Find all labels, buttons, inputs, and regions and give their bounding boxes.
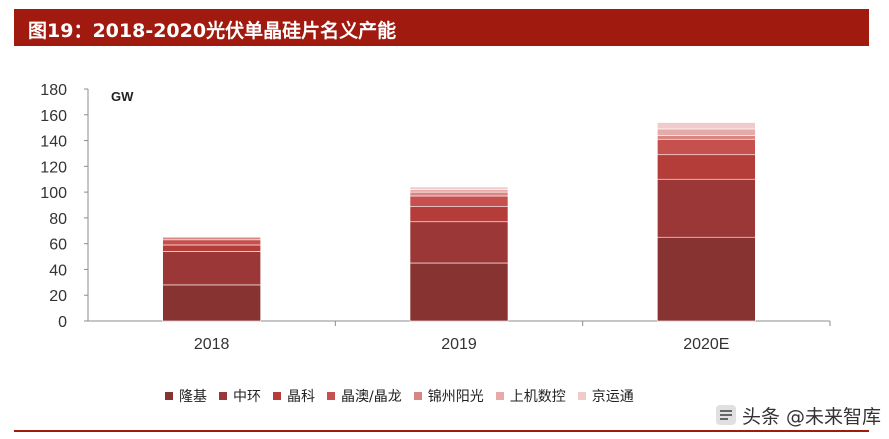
legend-swatch — [165, 392, 173, 400]
legend-label: 晶澳/晶龙 — [341, 389, 402, 405]
bar-segment — [657, 178, 756, 238]
y-tick-label: 160 — [40, 108, 67, 125]
legend-label: 上机数控 — [509, 389, 566, 405]
watermark: 头条 @未来智库 — [714, 400, 881, 430]
legend-label: 隆基 — [179, 389, 207, 405]
legend-item: 京运通 — [577, 386, 634, 406]
y-tick-label: 140 — [40, 134, 67, 151]
legend-label: 晶科 — [287, 389, 315, 405]
bar-segment — [657, 138, 756, 156]
bar-segment — [657, 128, 756, 136]
y-tick-label: 60 — [49, 237, 67, 254]
bar-segment — [657, 154, 756, 180]
legend-item: 中环 — [219, 386, 261, 406]
bar-segment — [409, 189, 509, 193]
y-tick-label: 120 — [40, 159, 67, 176]
bar-segment — [409, 205, 509, 223]
legend-item: 上机数控 — [495, 386, 566, 406]
bar-segment — [162, 239, 261, 246]
legend-label: 京运通 — [591, 389, 634, 405]
legend-swatch — [273, 392, 281, 400]
y-tick-label: 100 — [40, 185, 67, 202]
x-tick-label: 2020E — [683, 336, 729, 353]
bar-segment — [162, 284, 261, 322]
bar-segment — [162, 251, 261, 286]
bar-segment — [657, 135, 756, 140]
y-tick-label: 180 — [40, 82, 67, 99]
legend-item: 锦州阳光 — [413, 386, 484, 406]
bottom-rule — [14, 430, 869, 432]
watermark-text: 头条 @未来智库 — [742, 405, 882, 428]
chart-title: 图19：2018-2020光伏单晶硅片名义产能 — [28, 20, 397, 42]
y-tick-label: 0 — [58, 314, 67, 331]
bar-segment — [162, 236, 261, 241]
legend-swatch — [495, 392, 504, 400]
legend-swatch — [327, 392, 335, 400]
legend-swatch — [413, 392, 422, 400]
bar-segment — [409, 195, 509, 207]
bar-segment — [409, 262, 509, 322]
bar-segment — [657, 122, 756, 130]
legend-swatch — [219, 392, 227, 400]
y-tick-label: 80 — [49, 211, 67, 228]
bar-segment — [409, 186, 509, 190]
legend-swatch — [577, 392, 586, 400]
x-tick-label: 2018 — [194, 336, 230, 353]
title-bar: 图19：2018-2020光伏单晶硅片名义产能 — [14, 9, 869, 46]
chart-legend: 隆基 中环 晶科 晶澳/晶龙 锦州阳光 上机数控 京运通 — [165, 386, 646, 406]
legend-item: 晶科 — [273, 386, 315, 406]
bar-segment — [657, 236, 756, 322]
toutiao-logo-icon — [716, 405, 736, 425]
bar-segment — [162, 244, 261, 252]
y-tick-label: 40 — [49, 262, 67, 279]
bar-segment — [409, 191, 509, 197]
legend-item: 晶澳/晶龙 — [327, 386, 402, 406]
legend-label: 锦州阳光 — [427, 389, 484, 405]
bar-segment — [409, 221, 509, 264]
legend-item: 隆基 — [165, 386, 207, 406]
x-tick-label: 2019 — [441, 336, 477, 353]
y-unit-label: GW — [111, 89, 134, 104]
legend-label: 中环 — [233, 389, 261, 405]
y-tick-label: 20 — [49, 288, 67, 305]
